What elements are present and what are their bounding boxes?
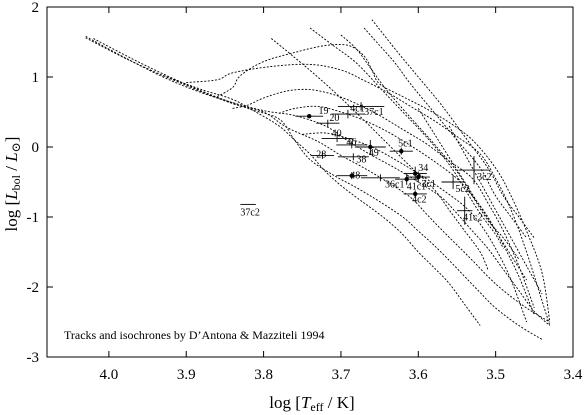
x-tick-label: 3.9 bbox=[177, 367, 196, 383]
star-point bbox=[307, 114, 312, 119]
x-tick-label: 3.7 bbox=[332, 367, 351, 383]
star-label: 28 bbox=[316, 150, 326, 161]
tick-labels: 4.0 3.9 3.8 3.7 3.6 3.5 3.4 2 1 0 -1 -2 -3 bbox=[27, 0, 583, 383]
credit-annotation: Tracks and isochrones by D’Antona & Mazz… bbox=[64, 328, 325, 342]
track-5 bbox=[216, 43, 551, 323]
track-15 bbox=[417, 108, 527, 281]
y-tick-label: 1 bbox=[32, 70, 40, 86]
track-4 bbox=[162, 75, 481, 326]
star-label: 41c2 bbox=[463, 213, 482, 224]
x-tick-label: 3.4 bbox=[564, 367, 583, 383]
star-label: 38 bbox=[356, 154, 366, 165]
star-label: 4c2 bbox=[412, 194, 426, 205]
star-label: 37c2 bbox=[240, 208, 259, 219]
star-point bbox=[349, 173, 354, 178]
star-label: 3c1 bbox=[421, 179, 435, 190]
track-2 bbox=[85, 37, 551, 323]
star-label: 49 bbox=[369, 148, 379, 159]
y-tick-label: 0 bbox=[32, 140, 40, 156]
star-point bbox=[413, 191, 418, 197]
track-10 bbox=[271, 38, 489, 270]
plot-frame bbox=[46, 6, 574, 358]
y-tick-label: 2 bbox=[32, 0, 40, 16]
x-axis-label: log [Teff / K] bbox=[269, 393, 354, 414]
star-point bbox=[404, 177, 409, 182]
track-13 bbox=[363, 27, 527, 239]
star-label: 37c1 bbox=[364, 107, 383, 118]
star-label: 3c2 bbox=[477, 172, 491, 183]
x-tick-label: 3.5 bbox=[486, 367, 505, 383]
x-tick-label: 4.0 bbox=[100, 367, 119, 383]
star-label: 46 bbox=[346, 137, 356, 148]
star-point bbox=[368, 144, 373, 150]
axis-ticks bbox=[47, 6, 574, 358]
star-label: 41c1 bbox=[407, 182, 426, 193]
track-14 bbox=[371, 19, 535, 239]
x-tick-label: 3.6 bbox=[409, 367, 428, 383]
star-label: 40 bbox=[332, 129, 342, 140]
y-tick-label: -3 bbox=[27, 350, 40, 366]
x-tick-label: 3.8 bbox=[254, 367, 273, 383]
track-11 bbox=[309, 27, 504, 249]
star-point bbox=[416, 174, 421, 180]
star-label: 34 bbox=[418, 163, 428, 174]
track-16 bbox=[448, 125, 543, 295]
track-7 bbox=[232, 88, 535, 309]
star-label: 20 bbox=[329, 113, 339, 124]
star-point bbox=[413, 171, 418, 176]
star-label: 48 bbox=[350, 171, 360, 182]
star-label: 4c1 bbox=[350, 103, 364, 114]
y-tick-label: -1 bbox=[27, 210, 40, 226]
star-label: 19 bbox=[319, 106, 329, 117]
y-tick-label: -2 bbox=[27, 280, 40, 296]
star-label: 36c1 bbox=[385, 180, 404, 191]
star-point bbox=[399, 149, 404, 154]
track-6 bbox=[186, 63, 551, 326]
track-3 bbox=[93, 38, 543, 340]
data-points bbox=[307, 114, 421, 197]
track-9 bbox=[302, 132, 528, 323]
star-label: 5c1 bbox=[398, 138, 412, 149]
evolutionary-tracks bbox=[85, 19, 551, 340]
error-bars bbox=[240, 102, 490, 225]
star-label: 5c2 bbox=[455, 184, 469, 195]
track-8 bbox=[278, 105, 535, 316]
y-axis-label: log [Lbol / L⊙] bbox=[2, 137, 23, 232]
